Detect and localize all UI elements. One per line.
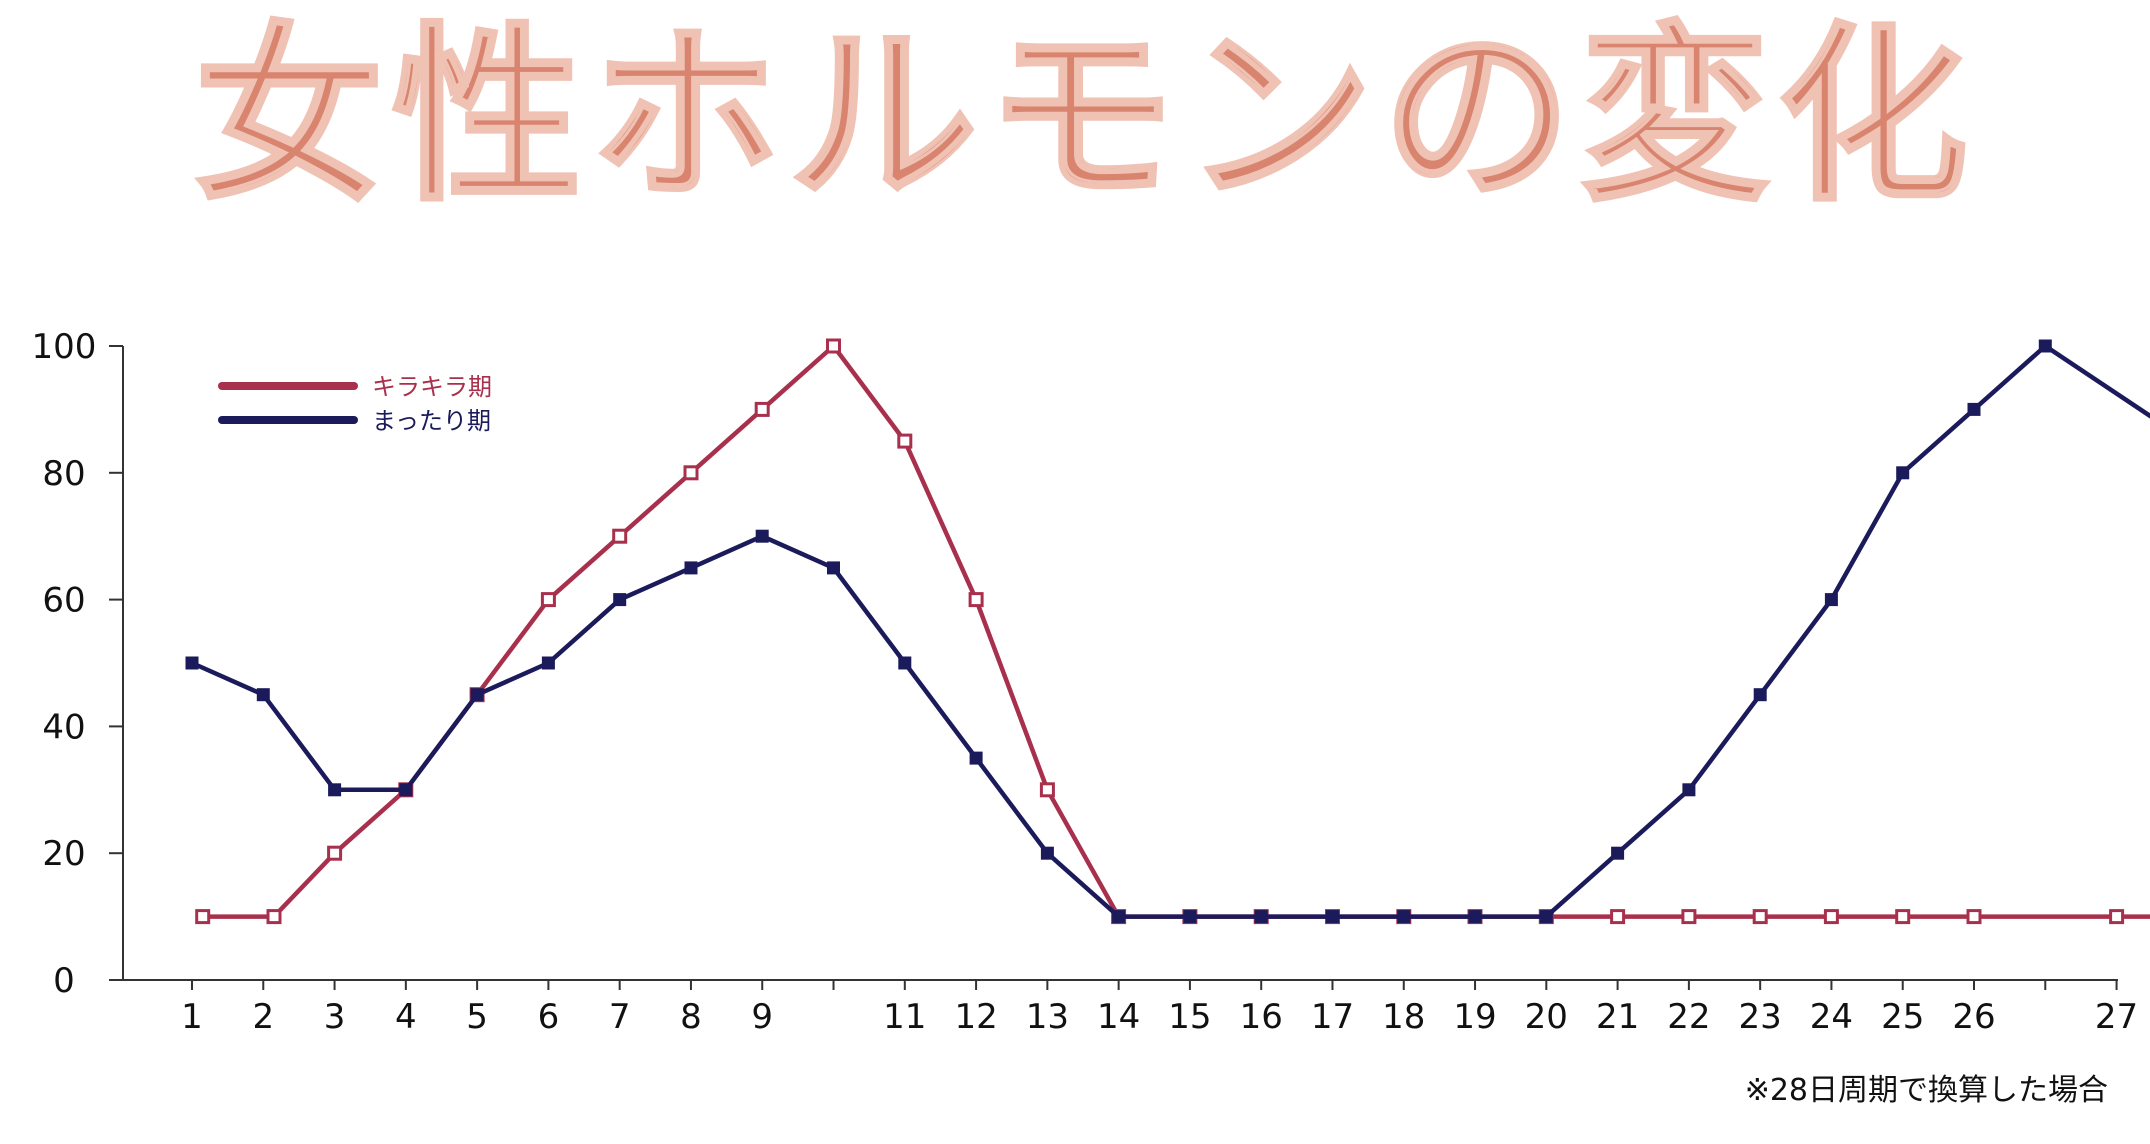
x-tick-label: 2 bbox=[252, 997, 274, 1037]
y-tick-label: 20 bbox=[42, 834, 85, 874]
chart-footnote: ※28日周期で換算した場合 bbox=[1745, 1073, 2108, 1108]
data-point bbox=[541, 656, 555, 670]
x-tick-label: 14 bbox=[1097, 997, 1140, 1037]
data-point bbox=[1040, 846, 1054, 860]
data-point bbox=[684, 561, 698, 575]
x-tick-label: 13 bbox=[1026, 997, 1069, 1037]
data-point bbox=[1468, 910, 1482, 924]
data-point bbox=[1823, 909, 1839, 925]
data-point bbox=[1895, 909, 1911, 925]
data-point bbox=[827, 561, 840, 575]
data-point bbox=[1254, 910, 1268, 924]
data-point bbox=[683, 465, 699, 481]
x-tick-label: 9 bbox=[751, 997, 773, 1037]
x-tick-label: 16 bbox=[1240, 997, 1283, 1037]
x-tick-label: 7 bbox=[609, 997, 631, 1037]
y-tick-label: 100 bbox=[32, 327, 97, 367]
y-tick-label: 60 bbox=[42, 581, 85, 621]
data-point bbox=[1326, 910, 1339, 924]
x-tick-label: 25 bbox=[1881, 997, 1924, 1037]
data-point bbox=[1039, 782, 1055, 798]
data-point bbox=[1753, 688, 1767, 702]
x-tick-label: 22 bbox=[1667, 997, 1710, 1037]
legend-label: まったり期 bbox=[372, 407, 491, 435]
data-point bbox=[470, 688, 484, 702]
y-tick-label: 40 bbox=[42, 707, 85, 747]
legend-label: キラキラ期 bbox=[372, 373, 492, 401]
series-line bbox=[202, 343, 2150, 919]
data-point bbox=[540, 592, 556, 608]
data-point bbox=[1112, 910, 1126, 924]
x-tick-label: 15 bbox=[1168, 997, 1211, 1037]
x-tick-label: 23 bbox=[1739, 997, 1782, 1037]
chart-series bbox=[185, 338, 2150, 925]
x-tick-label: 5 bbox=[466, 997, 488, 1037]
data-point bbox=[1896, 466, 1910, 480]
x-tick-label: 21 bbox=[1596, 997, 1639, 1037]
data-point bbox=[826, 338, 841, 354]
data-point bbox=[2038, 339, 2052, 353]
y-tick-label: 0 bbox=[53, 961, 75, 1001]
data-point bbox=[1966, 909, 1982, 925]
x-tick-label: 26 bbox=[1952, 997, 1995, 1037]
series-mattari bbox=[185, 339, 2150, 924]
data-point bbox=[1681, 909, 1697, 925]
data-point bbox=[612, 528, 628, 544]
x-tick-label: 3 bbox=[324, 997, 346, 1037]
data-point bbox=[897, 433, 913, 449]
data-point bbox=[1824, 593, 1838, 607]
data-point bbox=[968, 592, 984, 608]
data-point bbox=[1610, 909, 1626, 925]
data-point bbox=[613, 593, 627, 607]
x-tick-label: 18 bbox=[1382, 997, 1425, 1037]
data-point bbox=[1539, 910, 1553, 924]
series-line bbox=[191, 343, 2150, 919]
x-tick-label: 27 bbox=[2095, 997, 2138, 1037]
data-point bbox=[1752, 909, 1768, 925]
data-point bbox=[185, 656, 199, 670]
x-tick-label: 20 bbox=[1525, 997, 1568, 1037]
x-tick-label: 4 bbox=[395, 997, 417, 1037]
data-point bbox=[2109, 909, 2125, 925]
data-point bbox=[256, 688, 270, 702]
x-tick-label: 17 bbox=[1311, 997, 1354, 1037]
data-point bbox=[327, 845, 343, 861]
data-point bbox=[399, 783, 413, 797]
data-point bbox=[1183, 910, 1197, 924]
chart-title: 女性ホルモンの変化 bbox=[194, 6, 1976, 227]
data-point bbox=[755, 529, 769, 543]
data-point bbox=[969, 751, 983, 765]
x-tick-label: 24 bbox=[1810, 997, 1853, 1037]
data-point bbox=[754, 401, 770, 417]
data-point bbox=[1611, 846, 1625, 860]
x-tick-label: 19 bbox=[1453, 997, 1496, 1037]
data-point bbox=[1967, 402, 1981, 416]
data-point bbox=[898, 656, 912, 670]
x-tick-label: 6 bbox=[538, 997, 560, 1037]
x-tick-label: 12 bbox=[954, 997, 997, 1037]
x-tick-label: 11 bbox=[883, 997, 926, 1037]
data-point bbox=[266, 909, 282, 925]
data-point bbox=[195, 909, 211, 925]
data-point bbox=[328, 783, 342, 797]
data-point bbox=[1682, 783, 1696, 797]
x-tick-label: 8 bbox=[680, 997, 702, 1037]
y-tick-label: 80 bbox=[42, 454, 85, 494]
data-point bbox=[1397, 910, 1411, 924]
x-tick-label: 1 bbox=[181, 997, 203, 1037]
